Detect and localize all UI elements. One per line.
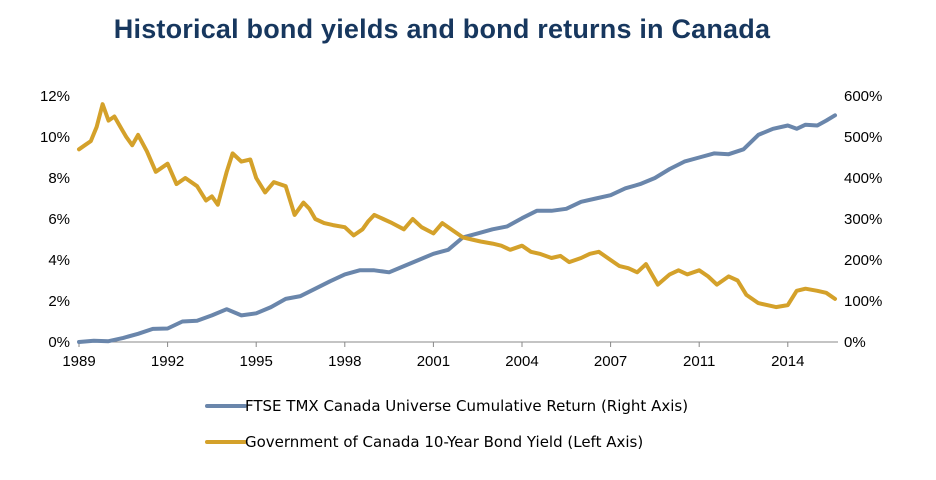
right-y-tick-label: 300% (844, 211, 882, 228)
x-tick-label: 2004 (505, 353, 538, 370)
legend-label: FTSE TMX Canada Universe Cumulative Retu… (245, 397, 688, 415)
series-line-cumulative-return (77, 113, 837, 344)
right-y-tick-label: 200% (844, 252, 882, 269)
legend-label: Government of Canada 10-Year Bond Yield … (245, 433, 643, 451)
x-tick-label: 1989 (62, 353, 95, 370)
right-y-tick-label: 0% (844, 334, 866, 351)
left-y-tick-label: 6% (48, 211, 70, 228)
x-tick-label: 2014 (771, 353, 804, 370)
x-tick-label: 2011 (683, 353, 715, 370)
chart-title: Historical bond yields and bond returns … (113, 14, 771, 44)
right-y-tick-label: 600% (844, 88, 882, 105)
right-y-tick-label: 100% (844, 293, 882, 310)
left-y-tick-label: 12% (40, 88, 70, 105)
left-y-tick-label: 2% (48, 293, 70, 310)
x-tick-label: 1998 (328, 353, 361, 370)
left-y-tick-label: 10% (40, 129, 70, 146)
right-y-tick-label: 500% (844, 129, 882, 146)
left-y-tick-label: 0% (48, 334, 70, 351)
x-tick-label: 2001 (417, 353, 450, 370)
left-y-tick-label: 8% (48, 170, 70, 187)
right-y-tick-label: 400% (844, 170, 882, 187)
x-tick-label: 1992 (151, 353, 184, 370)
x-tick-label: 1995 (240, 353, 273, 370)
left-y-tick-label: 4% (48, 252, 70, 269)
x-tick-label: 2007 (594, 353, 627, 370)
series-line-bond-yield (77, 102, 837, 310)
